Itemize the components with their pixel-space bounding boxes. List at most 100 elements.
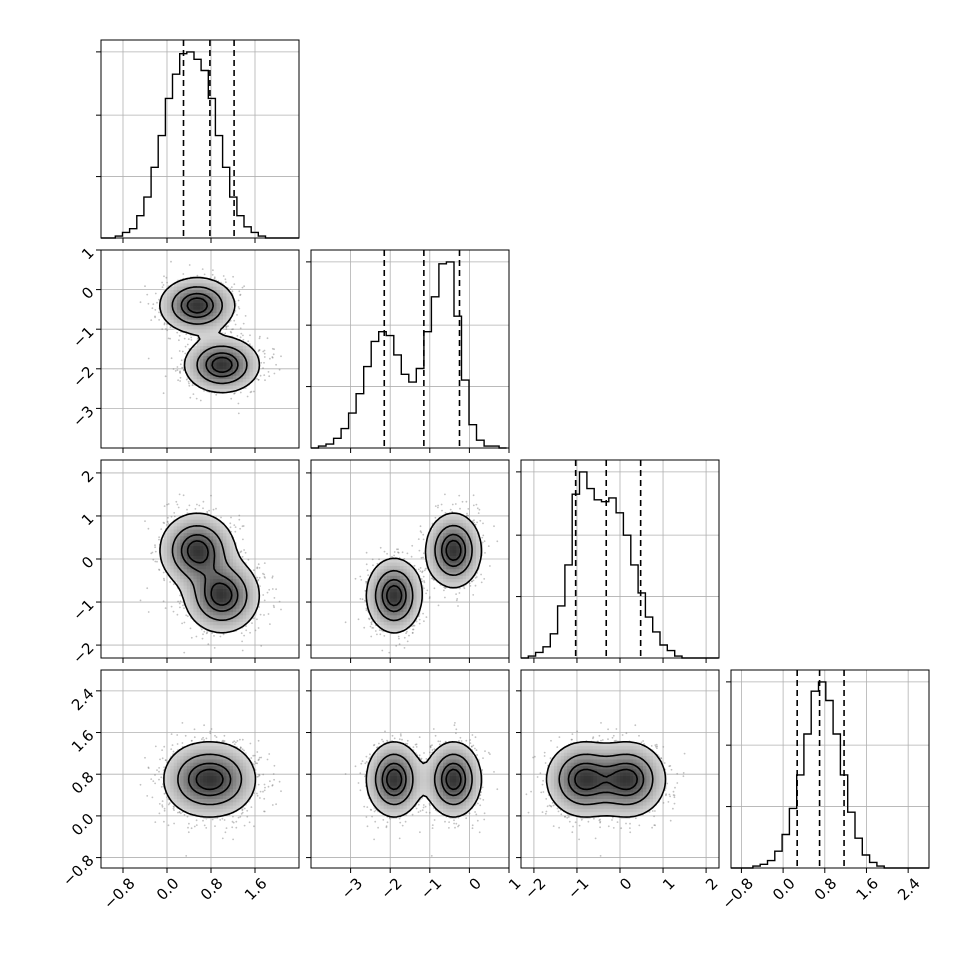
sample-point xyxy=(188,264,191,266)
sample-point xyxy=(147,357,150,360)
density-cell xyxy=(233,352,237,356)
density-cell xyxy=(213,385,217,389)
density-cell xyxy=(170,309,174,313)
density-cell xyxy=(170,526,174,530)
sample-point xyxy=(201,268,204,270)
density-cell xyxy=(203,365,207,370)
density-cell xyxy=(203,601,207,606)
density-cell xyxy=(160,552,164,556)
density-cell xyxy=(236,625,240,629)
density-cell xyxy=(239,568,244,573)
sample-point xyxy=(179,363,182,366)
density-cell xyxy=(226,299,230,304)
density-cell xyxy=(190,598,194,603)
sample-point xyxy=(170,605,173,608)
density-cell xyxy=(200,526,204,530)
sample-point xyxy=(213,635,215,637)
density-cell xyxy=(176,552,181,556)
sample-point xyxy=(242,338,245,341)
density-cell xyxy=(209,562,214,566)
sample-point xyxy=(271,575,274,578)
density-panel-1-0: −3−2−101 xyxy=(69,244,300,453)
density-cell xyxy=(219,362,224,366)
density-cell xyxy=(219,585,224,589)
density-cell xyxy=(193,309,197,313)
density-cell xyxy=(176,575,181,580)
sample-point xyxy=(259,374,262,377)
density-cell xyxy=(209,352,214,356)
density-cell xyxy=(170,316,174,320)
density-cell xyxy=(183,289,188,294)
density-cell xyxy=(236,385,240,389)
sample-point xyxy=(186,615,189,618)
density-cell xyxy=(219,535,224,540)
density-cell xyxy=(223,628,227,632)
density-cell xyxy=(196,362,201,366)
density-cell xyxy=(206,345,211,350)
sample-point xyxy=(257,378,260,381)
density-cell xyxy=(167,289,171,294)
sample-point xyxy=(178,339,180,342)
density-cell xyxy=(206,618,211,622)
density-cell xyxy=(180,516,184,520)
density-cell xyxy=(193,549,197,553)
density-cell xyxy=(193,306,197,310)
sample-point xyxy=(166,520,169,523)
density-cell xyxy=(180,316,184,320)
density-cell xyxy=(216,592,221,596)
density-cell xyxy=(209,382,214,386)
density-cell xyxy=(176,286,181,290)
density-cell xyxy=(193,582,197,586)
density-cell xyxy=(236,345,240,350)
density-cell xyxy=(209,365,214,370)
density-cell xyxy=(186,302,191,307)
sample-point xyxy=(203,273,206,276)
density-cell xyxy=(203,539,207,543)
density-cell xyxy=(223,568,227,573)
density-cell xyxy=(242,345,247,350)
density-cell xyxy=(206,302,211,307)
sample-point xyxy=(165,328,167,330)
density-cell xyxy=(163,549,168,553)
density-cell xyxy=(216,372,221,376)
sample-point xyxy=(238,518,241,521)
density-cell xyxy=(176,522,181,527)
density-cell xyxy=(206,565,211,570)
density-cell xyxy=(193,529,197,533)
density-cell xyxy=(256,362,260,366)
density-cell xyxy=(200,582,204,586)
density-cell xyxy=(193,618,197,622)
density-cell xyxy=(236,572,240,576)
sample-point xyxy=(178,602,181,605)
density-cell xyxy=(249,372,254,376)
density-cell xyxy=(183,279,188,284)
density-cell xyxy=(170,312,174,317)
density-cell xyxy=(216,378,221,383)
density-cell xyxy=(213,549,217,553)
density-cell xyxy=(216,555,221,560)
density-cell xyxy=(203,283,207,287)
density-cell xyxy=(190,362,194,366)
density-cell xyxy=(203,296,207,300)
density-cell xyxy=(236,352,240,356)
density-cell xyxy=(219,555,224,560)
density-cell xyxy=(233,572,237,576)
density-cell xyxy=(213,578,217,583)
density-cell xyxy=(229,628,234,632)
density-cell xyxy=(167,559,171,563)
sample-point xyxy=(225,281,227,284)
sample-point xyxy=(239,391,242,394)
density-cell xyxy=(200,535,204,540)
density-cell xyxy=(223,578,227,583)
density-cell xyxy=(163,299,168,304)
density-cell xyxy=(216,322,221,327)
density-cell xyxy=(200,605,204,609)
density-cell xyxy=(233,598,237,603)
density-cell xyxy=(200,299,204,304)
sample-point xyxy=(169,326,172,329)
density-cell xyxy=(183,575,188,580)
density-cell xyxy=(213,585,217,589)
density-cell xyxy=(216,358,221,363)
density-cell xyxy=(209,316,214,320)
density-cell xyxy=(183,306,188,310)
